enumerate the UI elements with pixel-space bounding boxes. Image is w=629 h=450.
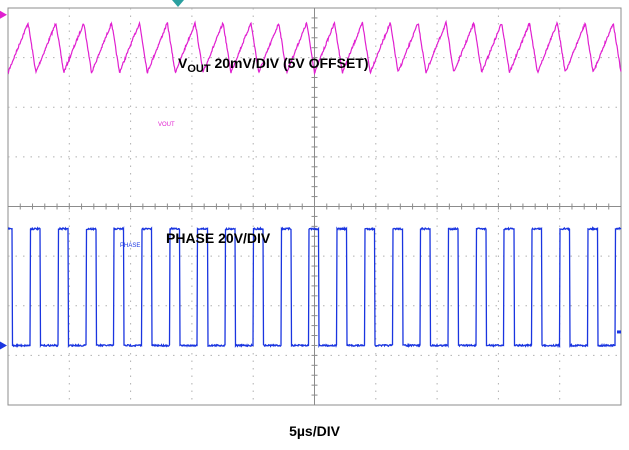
- vout-trace: [7, 19, 622, 76]
- traces: [7, 19, 622, 349]
- phase-trace: [7, 225, 622, 349]
- trigger-level-marker: [617, 330, 621, 334]
- vout-reference-marker: [0, 10, 7, 19]
- channel-markers: [0, 0, 621, 350]
- trigger-position-marker: [172, 0, 184, 7]
- phase-reference-marker: [0, 341, 7, 350]
- time-scale-label: 5µs/DIV: [289, 423, 340, 439]
- oscilloscope-plot: VOUT 20mV/DIV (5V OFFSET) VOUT PHASE 20V…: [0, 0, 622, 406]
- phase-trace-tag: PHASE: [120, 243, 140, 249]
- phase-channel-label: PHASE 20V/DIV: [166, 230, 271, 246]
- vout-channel-label: VOUT 20mV/DIV (5V OFFSET): [178, 55, 369, 75]
- vout-trace-tag: VOUT: [158, 122, 175, 128]
